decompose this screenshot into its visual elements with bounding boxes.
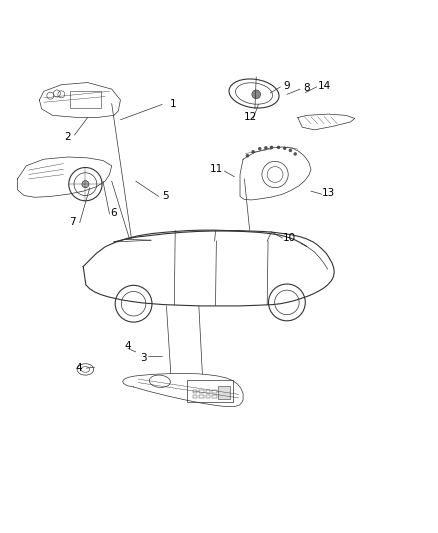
Circle shape (289, 149, 292, 152)
Text: 4: 4 (124, 341, 131, 351)
Circle shape (293, 152, 297, 156)
Text: 5: 5 (162, 190, 169, 200)
Text: 11: 11 (210, 164, 223, 174)
Text: 3: 3 (140, 353, 147, 362)
Circle shape (246, 154, 249, 157)
Circle shape (270, 146, 273, 149)
Circle shape (82, 181, 89, 188)
Circle shape (252, 90, 261, 99)
Text: 14: 14 (318, 81, 331, 91)
Text: 12: 12 (244, 112, 257, 122)
Circle shape (264, 146, 268, 150)
Circle shape (277, 146, 280, 149)
Text: 8: 8 (303, 83, 310, 93)
Text: 13: 13 (322, 188, 335, 198)
Circle shape (283, 147, 286, 150)
FancyBboxPatch shape (218, 386, 230, 399)
Text: 9: 9 (283, 81, 290, 91)
Text: 10: 10 (283, 233, 296, 243)
Circle shape (251, 150, 255, 154)
Text: 6: 6 (110, 208, 117, 218)
Text: 1: 1 (170, 99, 177, 109)
Text: 4: 4 (75, 363, 82, 373)
Circle shape (258, 147, 261, 150)
Text: 2: 2 (64, 132, 71, 142)
Text: 7: 7 (69, 217, 76, 227)
